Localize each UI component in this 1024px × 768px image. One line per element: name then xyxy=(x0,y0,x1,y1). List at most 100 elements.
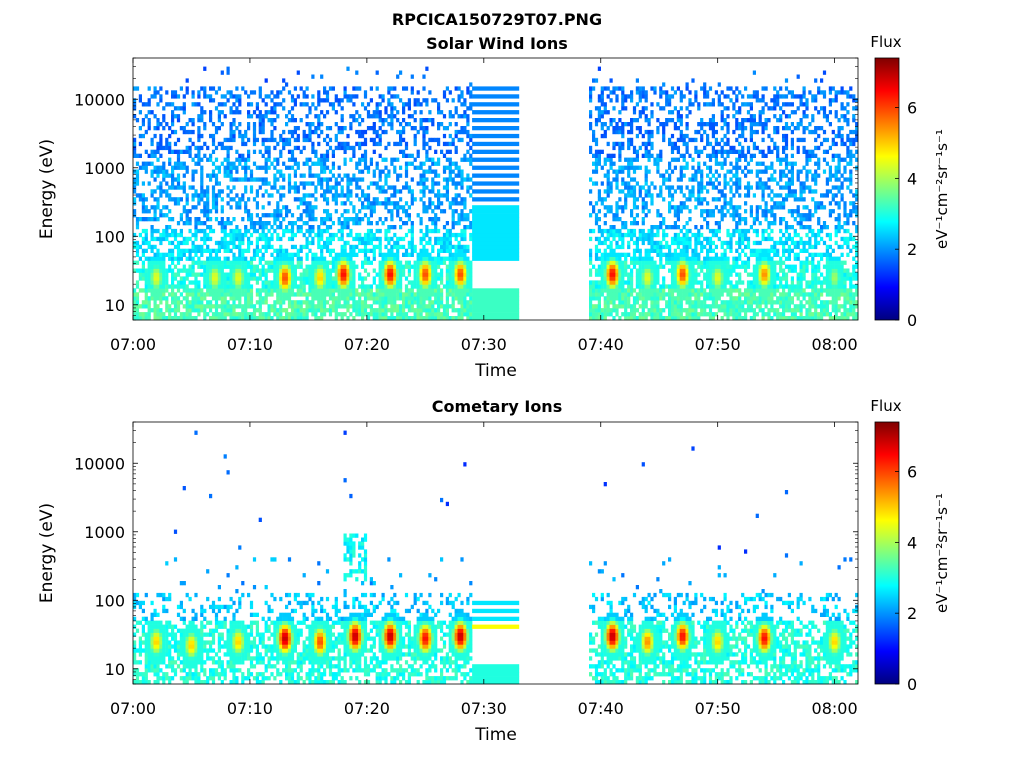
spectrogram-cell xyxy=(448,205,452,210)
spectrogram-cell xyxy=(363,256,368,261)
spectrogram-cell xyxy=(647,133,651,139)
spectrogram-cell xyxy=(337,276,341,281)
spectrogram-cell xyxy=(647,189,651,194)
spectrogram-cell xyxy=(249,256,254,261)
spectrogram-cell xyxy=(437,264,441,269)
spectrogram-cell xyxy=(156,141,160,147)
spectrogram-cell xyxy=(396,157,400,162)
spectrogram-cell xyxy=(638,264,642,269)
spectrogram-cell xyxy=(249,102,254,107)
spectrogram-cell xyxy=(200,181,204,186)
spectrogram-cell xyxy=(679,189,683,194)
spectrogram-cell xyxy=(404,153,409,158)
spectrogram-cell xyxy=(606,260,610,265)
spectrogram-cell xyxy=(235,94,239,99)
spectrogram-cell xyxy=(308,300,312,305)
spectrogram-cell xyxy=(226,264,230,269)
spectrogram-cell xyxy=(618,260,622,265)
spectrogram-cell xyxy=(592,129,596,135)
spectrogram-cell xyxy=(621,90,625,95)
spectrogram-cell xyxy=(238,296,242,301)
spectrogram-cell xyxy=(188,236,192,242)
spectrogram-cell xyxy=(247,177,251,182)
spectrogram-cell xyxy=(688,137,692,143)
spectrogram-cell xyxy=(165,304,169,309)
spectrogram-cell xyxy=(255,252,259,257)
spectrogram-cell xyxy=(279,256,283,261)
spectrogram-cell xyxy=(434,137,438,143)
spectrogram-cell xyxy=(214,217,219,222)
spectrogram-cell xyxy=(419,189,423,194)
spectrogram-cell xyxy=(162,256,166,261)
spectrogram-cell xyxy=(308,213,312,218)
spectrogram-cell xyxy=(168,173,172,178)
spectrogram-cell xyxy=(282,296,286,301)
spectrogram-cell xyxy=(381,316,385,321)
spectrogram-cell xyxy=(381,256,385,261)
spectrogram-cell xyxy=(638,98,642,103)
spectrogram-cell xyxy=(396,209,400,214)
spectrogram-cell xyxy=(279,280,283,285)
spectrogram-cell xyxy=(632,300,637,305)
spectrogram-cell xyxy=(229,122,233,127)
spectrogram-cell xyxy=(606,193,610,198)
spectrogram-cell xyxy=(290,316,295,321)
spectrogram-cell xyxy=(156,272,160,277)
spectrogram-cell xyxy=(627,145,631,151)
spectrogram-cell xyxy=(182,161,186,166)
spectrogram-cell xyxy=(252,197,257,202)
spectrogram-cell xyxy=(668,118,672,123)
spectrogram-cell xyxy=(697,122,701,127)
spectrogram-cell xyxy=(171,248,175,253)
spectrogram-cell xyxy=(460,209,464,214)
spectrogram-cell xyxy=(627,272,631,277)
spectrogram-cell xyxy=(431,304,435,309)
spectrogram-cell xyxy=(387,98,391,103)
spectrogram-cell xyxy=(469,193,473,198)
spectrogram-cell xyxy=(688,193,692,198)
spectrogram-cell xyxy=(232,292,236,297)
spectrogram-cell xyxy=(609,260,613,265)
spectrogram-cell xyxy=(618,304,622,309)
spectrogram-cell xyxy=(261,126,265,131)
spectrogram-cell xyxy=(220,240,224,246)
spectrogram-cell xyxy=(220,205,224,210)
spectrogram-cell xyxy=(597,98,601,103)
spectrogram-cell xyxy=(632,169,637,174)
spectrogram-cell xyxy=(416,129,420,135)
spectrogram-cell xyxy=(168,225,172,230)
spectrogram-cell xyxy=(434,288,438,293)
spectrogram-cell xyxy=(434,296,438,301)
spectrogram-cell xyxy=(597,118,601,123)
spectrogram-cell xyxy=(343,292,347,297)
spectrogram-cell xyxy=(679,129,683,135)
spectrogram-cell xyxy=(597,284,601,289)
spectrogram-cell xyxy=(445,312,449,317)
spectrogram-cell xyxy=(381,252,385,257)
spectrogram-cell xyxy=(305,221,309,226)
spectrogram-cell xyxy=(419,276,423,281)
spectrogram-cell xyxy=(609,288,613,293)
spectrogram-cell xyxy=(135,181,140,186)
spectrogram-cell xyxy=(431,98,435,103)
spectrogram-cell xyxy=(437,288,441,293)
spectrogram-cell xyxy=(141,240,145,246)
spectrogram-cell xyxy=(612,169,616,174)
spectrogram-cell xyxy=(352,221,356,226)
spectrogram-cell xyxy=(375,292,379,297)
spectrogram-cell xyxy=(220,272,224,277)
spectrogram-cell xyxy=(393,193,397,198)
spectrogram-cell xyxy=(232,260,236,265)
spectrogram-cell xyxy=(290,268,295,273)
spectrogram-cell xyxy=(249,268,254,273)
spectrogram-cell xyxy=(460,137,464,143)
spectrogram-cell xyxy=(630,209,634,214)
spectrogram-cell xyxy=(378,304,382,309)
spectrogram-cell xyxy=(597,228,601,234)
spectrogram-cell xyxy=(325,94,330,99)
spectrogram-cell xyxy=(425,98,429,103)
spectrogram-cell xyxy=(647,169,651,174)
spectrogram-cell xyxy=(314,149,318,154)
spectrogram-cell xyxy=(171,276,175,281)
spectrogram-cell xyxy=(393,232,397,238)
